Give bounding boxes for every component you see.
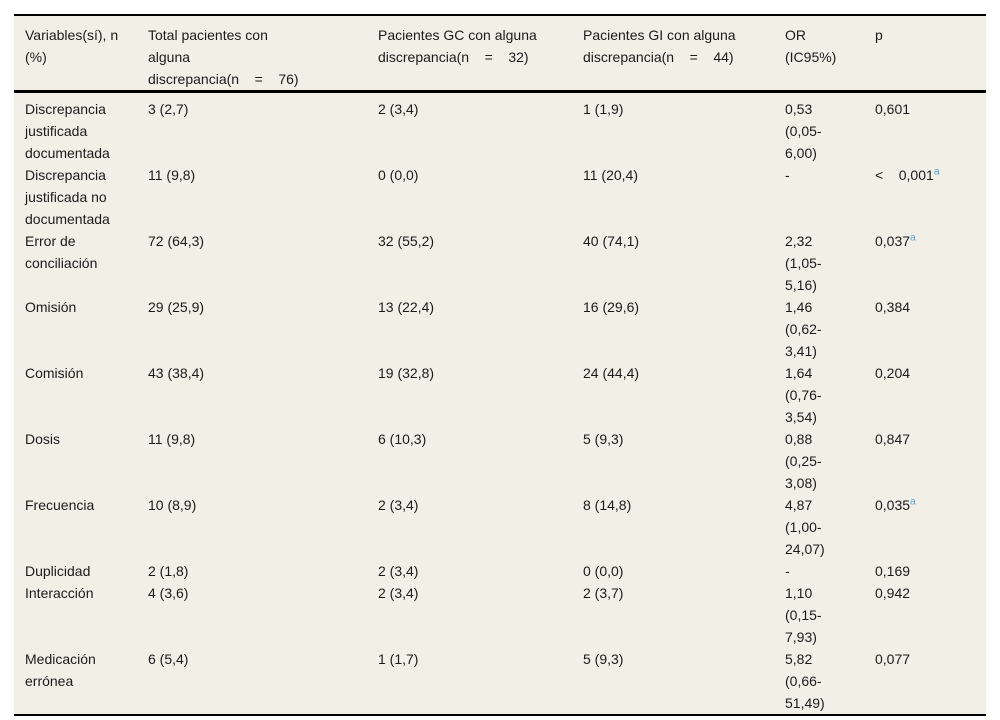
cell-gi: 8 (14,8) bbox=[583, 497, 632, 513]
table-header: Variables(sí), n (%) Total pacientes con… bbox=[14, 15, 986, 93]
cell-variable: Comisión bbox=[25, 365, 84, 381]
cell-or: 5,82 (0,66- 51,49) bbox=[785, 651, 825, 711]
cell-gi: 5 (9,3) bbox=[583, 651, 624, 667]
cell-gc: 2 (3,4) bbox=[378, 497, 419, 513]
cell-gi: 0 (0,0) bbox=[583, 563, 624, 579]
cell-variable: Medicación errónea bbox=[25, 651, 96, 689]
table-row: Duplicidad 2 (1,8) 2 (3,4) 0 (0,0) - 0,169 bbox=[14, 560, 986, 582]
cell-p: 0,942 bbox=[875, 585, 911, 601]
table-row: Discrepancia justificada no documentada 1… bbox=[14, 164, 986, 230]
table-row: Discrepancia justificada documentada 3 (2… bbox=[14, 92, 986, 165]
cell-total: 6 (5,4) bbox=[148, 651, 189, 667]
cell-p: 0,204 bbox=[875, 365, 911, 381]
cell-total: 3 (2,7) bbox=[148, 101, 189, 117]
cell-or: 1,46 (0,62- 3,41) bbox=[785, 299, 822, 359]
cell-gc: 2 (3,4) bbox=[378, 563, 419, 579]
col-header-p: p bbox=[875, 15, 986, 93]
table-row: Omisión 29 (25,9) 13 (22,4) 16 (29,6) 1,46 (… bbox=[14, 296, 986, 362]
cell-gi: 2 (3,7) bbox=[583, 585, 624, 601]
table-body: Discrepancia justificada documentada 3 (2… bbox=[14, 92, 986, 716]
cell-or: - bbox=[785, 563, 790, 579]
cell-gc: 13 (22,4) bbox=[378, 299, 435, 315]
cell-gc: 2 (3,4) bbox=[378, 585, 419, 601]
cell-variable: Error de conciliación bbox=[25, 233, 98, 271]
cell-total: 72 (64,3) bbox=[148, 233, 205, 249]
cell-variable: Duplicidad bbox=[25, 563, 91, 579]
cell-or: 0,88 (0,25- 3,08) bbox=[785, 431, 822, 491]
cell-gi: 5 (9,3) bbox=[583, 431, 624, 447]
cell-gc: 1 (1,7) bbox=[378, 651, 419, 667]
cell-gc: 2 (3,4) bbox=[378, 101, 419, 117]
cell-variable: Discrepancia justificada no documentada bbox=[25, 167, 110, 227]
cell-p: < 0,001a bbox=[875, 165, 940, 183]
table-row: Medicación errónea 6 (5,4) 1 (1,7) 5 (9,3) 5… bbox=[14, 648, 986, 715]
cell-or: 1,64 (0,76- 3,54) bbox=[785, 365, 822, 425]
col-header-variables: Variables(sí), n (%) bbox=[14, 15, 148, 93]
footnote-marker: a bbox=[933, 165, 940, 178]
footnote-marker: a bbox=[910, 231, 916, 244]
table-row: Dosis 11 (9,8) 6 (10,3) 5 (9,3) 0,88 (0,25- … bbox=[14, 428, 986, 494]
cell-variable: Discrepancia justificada documentada bbox=[25, 101, 110, 161]
cell-p: 0,384 bbox=[875, 299, 911, 315]
cell-gi: 1 (1,9) bbox=[583, 101, 624, 117]
cell-or: 1,10 (0,15- 7,93) bbox=[785, 585, 822, 645]
cell-gc: 19 (32,8) bbox=[378, 365, 435, 381]
cell-gc: 6 (10,3) bbox=[378, 431, 427, 447]
cell-variable: Omisión bbox=[25, 299, 77, 315]
cell-variable: Interacción bbox=[25, 585, 94, 601]
table-row: Error de conciliación 72 (64,3) 32 (55,2) 4… bbox=[14, 230, 986, 296]
cell-variable: Frecuencia bbox=[25, 497, 95, 513]
header-row: Variables(sí), n (%) Total pacientes con… bbox=[14, 15, 986, 93]
cell-or: 0,53 (0,05- 6,00) bbox=[785, 101, 822, 161]
cell-gi: 40 (74,1) bbox=[583, 233, 640, 249]
cell-p: 0,035a bbox=[875, 495, 916, 513]
col-header-gc: Pacientes GC con alguna discrepancia(n =… bbox=[378, 15, 583, 93]
cell-total: 43 (38,4) bbox=[148, 365, 205, 381]
cell-gi: 24 (44,4) bbox=[583, 365, 640, 381]
cell-or: 4,87 (1,00- 24,07) bbox=[785, 497, 825, 557]
cell-total: 29 (25,9) bbox=[148, 299, 205, 315]
cell-total: 11 (9,8) bbox=[148, 431, 196, 447]
col-header-total: Total pacientes con alguna discrepancia(… bbox=[148, 15, 378, 93]
cell-or: - bbox=[785, 167, 790, 183]
cell-gi: 11 (20,4) bbox=[583, 167, 638, 183]
discrepancy-table: Variables(sí), n (%) Total pacientes con… bbox=[14, 14, 986, 716]
col-header-gi: Pacientes GI con alguna discrepancia(n =… bbox=[583, 15, 785, 93]
cell-variable: Dosis bbox=[25, 431, 61, 447]
cell-p: 0,169 bbox=[875, 563, 911, 579]
cell-total: 4 (3,6) bbox=[148, 585, 189, 601]
footnote-marker: a bbox=[910, 495, 916, 508]
cell-or: 2,32 (1,05- 5,16) bbox=[785, 233, 822, 293]
cell-p: 0,077 bbox=[875, 651, 911, 667]
cell-gi: 16 (29,6) bbox=[583, 299, 640, 315]
table-row: Frecuencia 10 (8,9) 2 (3,4) 8 (14,8) 4,87 (1… bbox=[14, 494, 986, 560]
cell-total: 11 (9,8) bbox=[148, 167, 196, 183]
cell-gc: 32 (55,2) bbox=[378, 233, 435, 249]
table-row: Comisión 43 (38,4) 19 (32,8) 24 (44,4) 1,64 … bbox=[14, 362, 986, 428]
cell-p: 0,037a bbox=[875, 231, 916, 249]
table-row: Interacción 4 (3,6) 2 (3,4) 2 (3,7) 1,10 (0,… bbox=[14, 582, 986, 648]
col-header-or: OR (IC95%) bbox=[785, 15, 875, 93]
cell-p: 0,847 bbox=[875, 431, 911, 447]
cell-total: 10 (8,9) bbox=[148, 497, 197, 513]
cell-total: 2 (1,8) bbox=[148, 563, 189, 579]
cell-gc: 0 (0,0) bbox=[378, 167, 419, 183]
cell-p: 0,601 bbox=[875, 101, 911, 117]
